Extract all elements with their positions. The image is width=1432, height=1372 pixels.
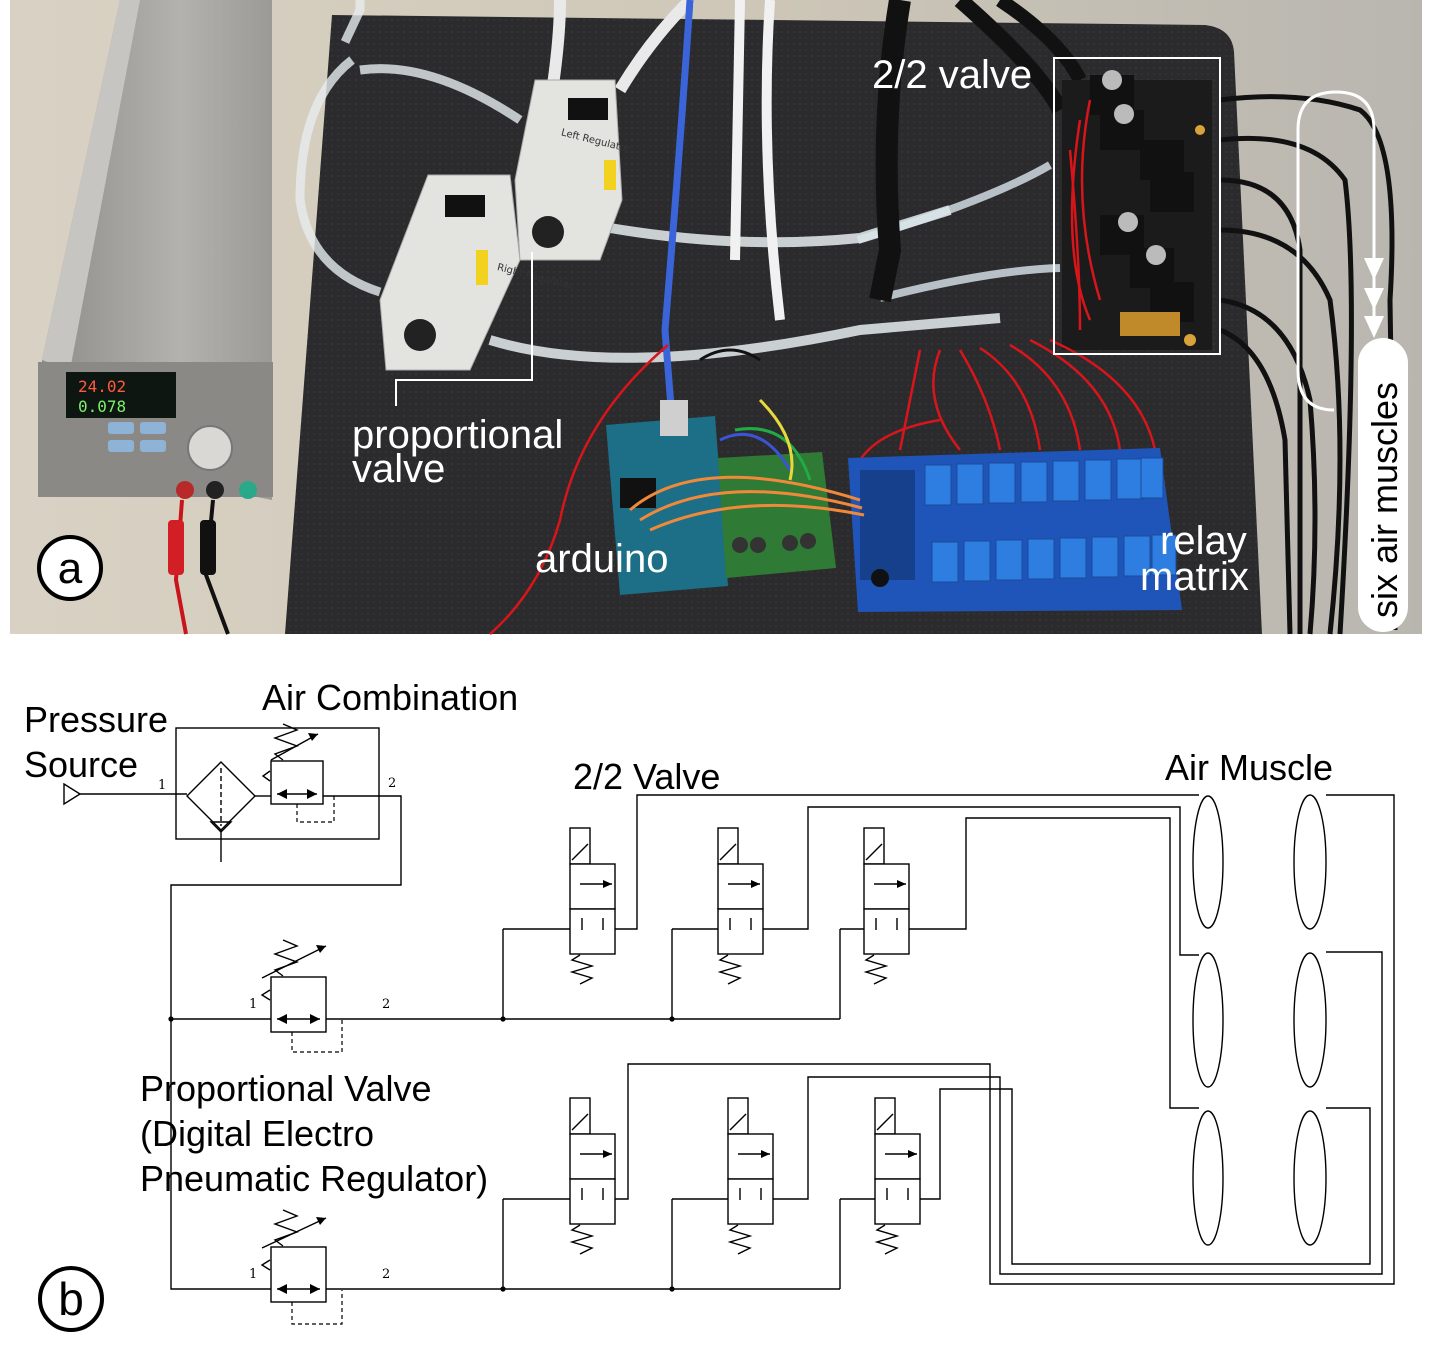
air-combination-unit — [175, 723, 380, 862]
schematic-panel: Pressure Source Air Combination 2/2 Valv… — [24, 677, 1395, 1332]
muscles-label-pill — [1358, 338, 1408, 632]
label-2-2-valve-schematic: 2/2 Valve — [573, 756, 720, 797]
air-muscle-2 — [1293, 794, 1327, 930]
label-proportional-valve-line1: Proportional Valve — [140, 1068, 432, 1109]
psu-current-readout: 0.078 — [78, 397, 126, 416]
solenoid-valve-2c — [840, 1088, 1371, 1265]
port-label-prop1-in: 1 — [249, 997, 257, 1012]
valve-highlight-box — [1053, 57, 1221, 355]
port-label-prop2-out: 2 — [382, 1267, 390, 1282]
shield-board — [718, 452, 836, 578]
psu-display — [66, 372, 176, 418]
proportional-valve-1 — [260, 939, 840, 1053]
red-signal-wires — [489, 99, 1157, 635]
air-muscles — [1192, 794, 1327, 1246]
label-proportional-valve-line2: valve — [352, 447, 445, 491]
muscle-loop-arrow — [1296, 90, 1376, 412]
port-label-2: 2 — [388, 776, 396, 791]
regulators: Right Regulator Left Regulator — [379, 79, 632, 371]
solenoid-valve-1a — [503, 794, 1199, 985]
air-muscle-6 — [1293, 1110, 1327, 1246]
panel-b-marker: b — [58, 1273, 84, 1325]
air-muscle-5 — [1192, 1110, 1224, 1246]
pressure-source-symbol — [63, 782, 187, 806]
solenoid-valve-1b — [672, 806, 1199, 985]
solenoid-valve-2b — [672, 951, 1383, 1275]
solenoid-valve-row-1 — [500, 794, 1199, 1109]
relay-board — [848, 448, 1182, 612]
proportional-valve-bracket — [395, 252, 533, 406]
label-pressure-source-line2: Source — [24, 744, 138, 785]
label-air-muscle: Air Muscle — [1165, 747, 1333, 788]
jumper-wires — [629, 348, 865, 532]
label-proportional-valve-line2: (Digital Electro — [140, 1113, 374, 1154]
port-label-prop1-out: 2 — [382, 997, 390, 1012]
label-2-2-valve: 2/2 valve — [872, 53, 1032, 97]
arrow-heads — [1364, 258, 1384, 338]
port-label-prop2-in: 1 — [249, 1267, 257, 1282]
label-arduino: arduino — [535, 537, 668, 581]
solenoid-valve-1c — [840, 817, 1199, 1109]
label-air-combination: Air Combination — [262, 677, 518, 718]
label-six-air-muscles: six air muscles — [1364, 382, 1405, 618]
air-muscle-1 — [1192, 795, 1224, 929]
power-supply: 24.02 0.078 — [38, 0, 273, 635]
supply-lines — [168, 795, 402, 1290]
solenoid-valve-row-2 — [500, 794, 1395, 1292]
panel-a-marker-circle — [37, 535, 103, 601]
psu-knob — [187, 425, 233, 471]
air-muscle-3 — [1192, 952, 1224, 1088]
panel-b-marker-circle — [38, 1266, 104, 1332]
label-pressure-source-line1: Pressure — [24, 699, 168, 740]
photo-panel: 24.02 0.078 — [10, 0, 1422, 635]
panel-a-marker: a — [58, 544, 83, 593]
air-muscle-4 — [1293, 952, 1327, 1088]
label-proportional-valve-line1: proportional — [352, 413, 563, 457]
label-proportional-valve-line3: Pneumatic Regulator) — [140, 1158, 488, 1199]
label-relay-matrix-line2: matrix — [1140, 555, 1249, 599]
port-label-1: 1 — [158, 778, 166, 793]
usb-cable — [661, 0, 694, 421]
psu-voltage-readout: 24.02 — [78, 377, 126, 396]
label-relay-matrix-line1: relay — [1160, 519, 1247, 563]
solenoid-valve-2a — [503, 794, 1395, 1285]
proportional-valve-2 — [260, 1209, 840, 1325]
